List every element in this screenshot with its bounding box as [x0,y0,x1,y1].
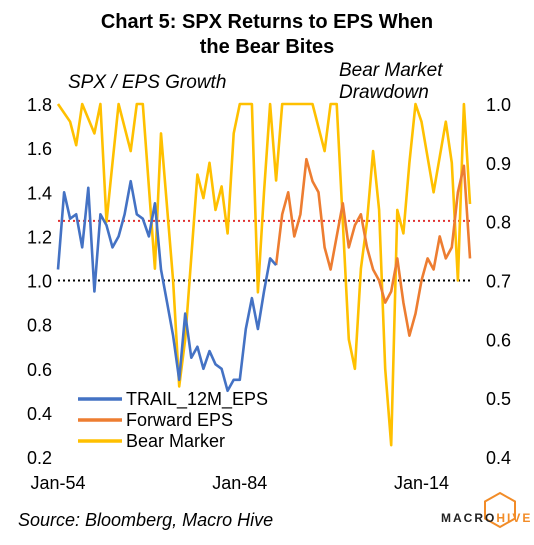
x-tick-label: Jan-84 [212,473,267,493]
macro-hive-logo: MACROHIVE [441,511,533,525]
chart-title-line-2: the Bear Bites [199,36,335,58]
source-note: Source: Bloomberg, Macro Hive [18,510,274,530]
right-tick-label: 0.9 [486,154,511,174]
left-axis-label: SPX / EPS Growth [68,72,227,93]
right-tick-label: 0.7 [486,272,511,292]
reference-lines [58,219,470,282]
legend-label: Forward EPS [126,410,233,430]
right-tick-label: 0.6 [486,330,511,350]
left-tick-label: 1.0 [27,272,52,292]
right-axis-label: Bear Market Drawdown [339,60,442,104]
left-tick-label: 1.8 [27,95,52,115]
left-tick-label: 1.4 [27,183,52,203]
x-tick-label: Jan-54 [30,473,85,493]
left-tick-label: 1.6 [27,139,52,159]
right-tick-label: 0.8 [486,213,511,233]
right-tick-label: 0.5 [486,389,511,409]
left-tick-label: 0.8 [27,316,52,336]
axis-ticks: 0.2 0.4 0.6 0.8 1.0 1.2 1.4 1.6 1.8 0.4 0.5 0.6 0.7 0… [27,95,511,493]
macro-hive-hexagon-icon [484,491,516,529]
chart-title-line-1: Chart 5: SPX Returns to EPS When [100,11,434,33]
right-tick-label: 0.4 [486,448,511,468]
right-axis-label-line-1: Bear Market [339,60,443,81]
series-line-bear-marker [56,102,472,447]
left-tick-label: 1.2 [27,227,52,247]
left-tick-label: 0.6 [27,360,52,380]
right-axis-label-line-2: Drawdown [339,82,429,103]
legend-label: Bear Marker [126,431,225,451]
series-line-trail-12m-eps [56,179,278,393]
series-line-forward-eps [274,157,472,337]
chart-title: Chart 5: SPX Returns to EPS When the Bea… [0,10,534,60]
series-lines [56,102,472,447]
legend-label: TRAIL_12M_EPS [126,389,268,410]
left-tick-label: 0.2 [27,448,52,468]
left-tick-label: 0.4 [27,404,52,424]
right-tick-label: 1.0 [486,95,511,115]
x-tick-label: Jan-14 [394,473,449,493]
